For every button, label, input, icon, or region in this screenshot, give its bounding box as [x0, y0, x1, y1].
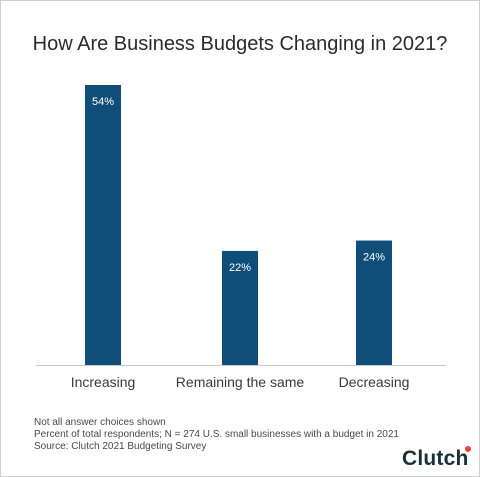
- chart-title: How Are Business Budgets Changing in 202…: [32, 33, 448, 55]
- x-tick-label: Decreasing: [339, 374, 410, 390]
- chart-notes: Not all answer choices shown Percent of …: [34, 417, 399, 453]
- bar-remaining-the-same: [222, 250, 258, 365]
- logo-dot: [464, 446, 471, 452]
- x-tick-label: Increasing: [71, 374, 136, 390]
- x-tick-label: Remaining the same: [176, 374, 305, 390]
- bar-value-label: 24%: [363, 252, 385, 264]
- bar-value-label: 22%: [229, 262, 251, 274]
- note-line-1: Not all answer choices shown: [34, 417, 166, 428]
- bar-chart: 54% Increasing 22% Remaining the same 24% Dec…: [36, 85, 446, 390]
- note-line-2: Percent of total respondents; N = 274 U.…: [34, 429, 399, 440]
- clutch-logo: Clutch: [402, 446, 471, 471]
- logo-text: Clutch: [402, 447, 469, 470]
- bar-decreasing: [356, 240, 392, 365]
- note-line-3: Source: Clutch 2021 Budgeting Survey: [34, 441, 207, 452]
- bar-value-label: 54%: [92, 96, 114, 108]
- bar-increasing: [85, 85, 121, 365]
